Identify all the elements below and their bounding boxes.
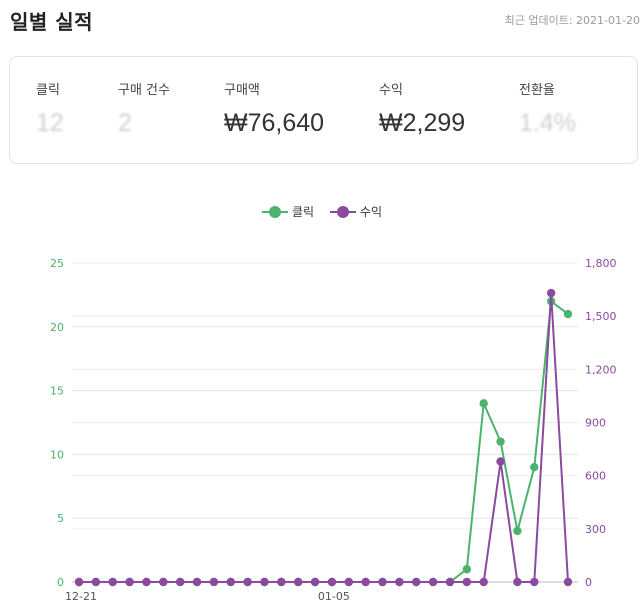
stat-purchases-value: 2 (118, 109, 132, 137)
data-point-revenue (209, 577, 219, 587)
stat-purchase-amount-value: ₩76,640 (224, 109, 325, 137)
data-point-clicks (563, 309, 573, 319)
stat-conversion-value: 1.4% (519, 109, 576, 137)
stats-card: 클릭 12 구매 건수 2 구매액 ₩76,640 수익 ₩2,299 전환율 … (9, 56, 638, 164)
stat-clicks-label: 클릭 (36, 83, 60, 98)
data-point-revenue (445, 577, 455, 587)
data-point-revenue (91, 577, 101, 587)
data-point-revenue (513, 577, 522, 587)
data-point-revenue (125, 577, 134, 587)
legend-label-clicks: 클릭 (291, 205, 315, 219)
stat-revenue-label: 수익 (379, 83, 403, 98)
stat-conversion-label: 전환율 (519, 83, 555, 98)
data-point-clicks (462, 565, 472, 574)
data-point-revenue (395, 577, 404, 587)
data-point-revenue (175, 577, 185, 587)
data-point-revenue (142, 577, 151, 587)
y-right-tick-label: 600 (585, 470, 606, 483)
stat-purchase-amount-label: 구매액 (224, 83, 260, 98)
y-left-tick-label: 5 (57, 512, 64, 525)
data-point-revenue (462, 577, 472, 587)
data-point-revenue (108, 577, 117, 587)
data-point-revenue (546, 288, 556, 298)
data-point-revenue (428, 577, 438, 587)
y-right-tick-label: 1,800 (585, 257, 617, 270)
y-left-tick-label: 0 (57, 576, 64, 589)
legend-swatch-revenue (329, 205, 356, 218)
line-chart: 0 5 10 15 20 25 0 300 600 900 1,200 1,500 1,800 12-21… (50, 257, 617, 603)
y-right-tick-label: 1,500 (585, 310, 617, 323)
data-point-revenue (74, 577, 84, 587)
data-point-revenue (294, 577, 303, 587)
legend-item-revenue[interactable]: 수익 (329, 203, 382, 220)
y-left-tick-label: 10 (50, 448, 64, 461)
data-point-revenue (344, 577, 353, 587)
data-point-clicks (513, 526, 522, 536)
data-point-revenue (310, 577, 320, 587)
y-right-tick-label: 0 (585, 576, 592, 589)
data-point-clicks (496, 437, 505, 446)
data-point-revenue (361, 577, 370, 587)
last-updated: 최근 업데이트: 2021-01-20 (504, 14, 640, 27)
stat-revenue-value: ₩2,299 (379, 109, 466, 137)
stat-clicks-value: 12 (36, 109, 64, 137)
data-point-clicks (530, 462, 539, 472)
chart-legend: 클릭 수익 (0, 203, 644, 221)
series-line-revenue (79, 292, 569, 583)
y-right-tick-label: 1,200 (585, 363, 617, 376)
data-point-revenue (530, 577, 539, 587)
x-tick-label: 01-05 (318, 590, 350, 603)
page-title: 일별 실적 (10, 10, 94, 34)
data-point-revenue (277, 577, 286, 587)
y-left-tick-label: 20 (50, 321, 64, 334)
y-right-tick-label: 900 (585, 417, 606, 430)
legend-swatch-clicks (261, 205, 288, 218)
data-point-revenue (243, 577, 252, 587)
y-left-tick-label: 15 (50, 385, 64, 398)
data-point-revenue (479, 577, 488, 587)
series-line-clicks (79, 300, 569, 583)
data-point-revenue (226, 577, 235, 587)
data-point-revenue (192, 577, 202, 587)
y-right-tick-label: 300 (585, 523, 606, 536)
data-point-revenue (378, 577, 387, 587)
y-left-tick-label: 25 (50, 257, 64, 270)
data-point-clicks (479, 399, 488, 408)
stat-purchases-label: 구매 건수 (118, 83, 170, 98)
data-point-revenue (412, 577, 421, 587)
data-point-revenue (563, 577, 573, 587)
legend-label-revenue: 수익 (359, 205, 382, 219)
data-point-revenue (159, 577, 168, 587)
data-point-revenue (327, 577, 337, 587)
data-point-revenue (260, 577, 269, 587)
data-point-revenue (496, 457, 505, 466)
legend-item-clicks[interactable]: 클릭 (261, 203, 315, 220)
x-tick-label: 12-21 (65, 590, 97, 603)
